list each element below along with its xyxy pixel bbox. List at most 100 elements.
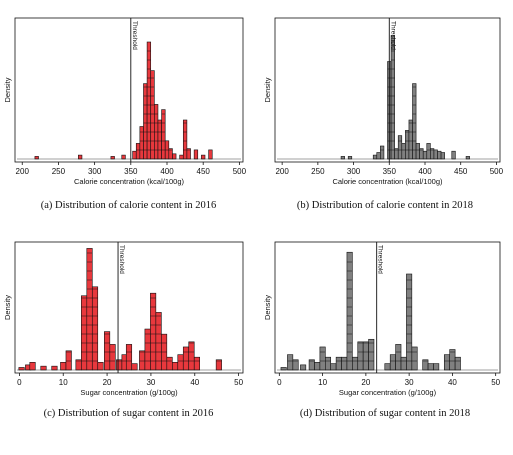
histogram-bar (154, 104, 159, 160)
histogram-bar (177, 354, 184, 371)
histogram-bar (440, 152, 445, 160)
histogram-calorie-2016: Threshold 200 250 300 350 400 450 500 Calorie co… (3, 17, 247, 186)
histogram-bar (143, 83, 148, 160)
histogram-bar (161, 109, 166, 160)
histogram-bar (193, 149, 199, 160)
histogram-bar (426, 143, 431, 160)
histogram-bar (380, 145, 385, 160)
histogram-bar (340, 156, 345, 160)
chart-panel-sugar-2018: Threshold 0 10 20 30 40 50 Sugar concentration … (257, 228, 513, 455)
histogram-bar (352, 356, 359, 371)
histogram-bar (116, 359, 123, 371)
histogram-bar (139, 126, 144, 160)
y-axis-label: Density (3, 77, 12, 102)
histogram-bar (280, 367, 287, 371)
x-axis-label: Sugar concentration (g/100g) (339, 388, 437, 397)
x-axis-label: Calorie concentration (kcal/100g) (332, 177, 443, 186)
histogram-bar (433, 149, 438, 160)
x-tick-label: 50 (491, 378, 500, 387)
histogram-sugar-2018: Threshold 0 10 20 30 40 50 Sugar concentration … (263, 241, 501, 397)
histogram-bar (208, 149, 213, 160)
x-axis-label: Sugar concentration (g/100g) (80, 388, 178, 397)
x-tick-label: 400 (160, 167, 174, 176)
x-tick-label: 500 (233, 167, 247, 176)
histogram-bar (384, 363, 391, 371)
histogram-bar (397, 135, 403, 160)
histogram-bar (465, 156, 470, 160)
histogram-bar (287, 354, 294, 371)
y-axis-label: Density (263, 295, 272, 320)
histogram-bar (400, 356, 407, 371)
x-tick-label: 40 (448, 378, 457, 387)
histogram-bar (40, 365, 47, 371)
x-axis-label: Calorie concentration (kcal/100g) (74, 177, 185, 186)
chart-caption: (c) Distribution of sugar content in 201… (43, 408, 214, 419)
histogram-bar (292, 359, 299, 371)
plot-frame (14, 17, 244, 163)
histogram-bar (443, 354, 450, 371)
x-tick-label: 300 (88, 167, 102, 176)
histogram-bar (346, 251, 353, 371)
histogram-bar (110, 156, 115, 160)
x-tick-label: 450 (197, 167, 211, 176)
x-tick-label: 20 (361, 378, 370, 387)
histogram-bar (125, 344, 133, 371)
x-tick-label: 200 (16, 167, 30, 176)
histogram-bar (411, 346, 418, 371)
histogram-bar (171, 362, 179, 371)
x-tick-label: 30 (405, 378, 414, 387)
histogram-bar (132, 150, 137, 160)
threshold-label: Threshold (389, 21, 396, 50)
histogram-bar (78, 154, 83, 160)
chart-panel-calorie-2016: Threshold 200 250 300 350 400 450 500 Calorie co… (0, 0, 257, 228)
chart-panel-sugar-2016: Threshold 0 10 20 30 40 50 Sugar concentration … (0, 228, 257, 455)
threshold-label: Threshold (118, 245, 125, 274)
histogram-bar (368, 338, 375, 371)
x-tick-label: 10 (59, 378, 68, 387)
histogram-bar (193, 356, 201, 371)
histogram-bar (433, 363, 440, 371)
histogram-bar (144, 328, 151, 371)
histogram-bar (412, 83, 417, 160)
x-tick-label: 0 (277, 378, 282, 387)
x-tick-label: 350 (383, 167, 397, 176)
histogram-bar (157, 119, 162, 160)
histogram-bar (454, 356, 461, 371)
histogram-bar (215, 359, 222, 371)
histogram-bar (415, 143, 420, 160)
histogram-bar (150, 70, 155, 160)
histogram-bar (335, 356, 342, 371)
histogram-bar (65, 350, 72, 371)
x-tick-label: 250 (311, 167, 325, 176)
threshold-label: Threshold (377, 245, 384, 274)
x-tick-label: 300 (347, 167, 361, 176)
chart-caption: (a) Distribution of calorie content in 2… (40, 200, 217, 211)
histogram-bar (422, 150, 428, 160)
histogram-bar (182, 346, 190, 371)
histogram-bar (357, 341, 364, 371)
histogram-bar (451, 150, 456, 160)
histogram-bar (34, 156, 39, 160)
histogram-bar (18, 367, 25, 371)
x-tick-label: 400 (418, 167, 432, 176)
histogram-bar (341, 356, 348, 371)
histogram-bar (188, 341, 195, 371)
histogram-bar (166, 356, 173, 371)
histogram-bar (314, 362, 321, 371)
histogram-bar (150, 292, 157, 371)
histogram-bar (201, 154, 206, 160)
histogram-bar (135, 143, 141, 160)
plot-frame (274, 17, 501, 163)
x-tick-label: 450 (454, 167, 468, 176)
threshold-label: Threshold (131, 21, 138, 50)
histogram-bar (146, 41, 152, 160)
histogram-bar (97, 362, 104, 371)
x-tick-label: 10 (318, 378, 327, 387)
histogram-bar (427, 363, 434, 371)
histogram-bar (91, 286, 99, 371)
x-tick-label: 30 (146, 378, 155, 387)
histogram-bar (408, 119, 413, 160)
y-axis-label: Density (3, 295, 12, 320)
histogram-bar (155, 312, 162, 371)
y-axis-label: Density (263, 77, 272, 102)
